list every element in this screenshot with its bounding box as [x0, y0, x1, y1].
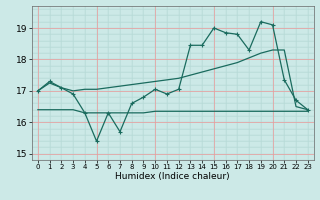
- X-axis label: Humidex (Indice chaleur): Humidex (Indice chaleur): [116, 172, 230, 181]
